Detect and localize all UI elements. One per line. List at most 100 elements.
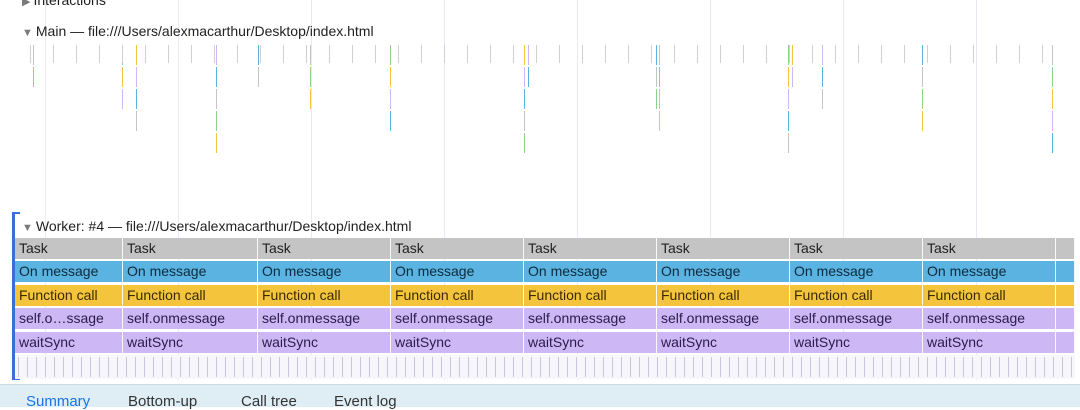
worker-event-wait-7[interactable]: waitSync xyxy=(923,332,1056,353)
main-event-mark xyxy=(656,45,657,65)
worker-event-self-0[interactable]: self.o…ssage xyxy=(15,308,123,329)
main-event-mark xyxy=(835,45,836,63)
main-event-mark xyxy=(30,45,31,63)
worker-event-self-3[interactable]: self.onmessage xyxy=(391,308,524,329)
main-event-mark xyxy=(973,45,974,63)
main-event-mark xyxy=(258,45,259,65)
small-event-mark xyxy=(207,357,208,377)
worker-event-fn-1[interactable]: Function call xyxy=(123,285,258,306)
small-event-mark xyxy=(585,357,586,377)
worker-event-msg-6[interactable]: On message xyxy=(790,261,923,282)
small-event-mark xyxy=(1053,357,1054,377)
main-event-mark xyxy=(659,111,660,131)
worker-event-wait-4[interactable]: waitSync xyxy=(524,332,657,353)
worker-event-msg-3[interactable]: On message xyxy=(391,261,524,282)
small-event-mark xyxy=(531,357,532,377)
worker-event-fn-5[interactable]: Function call xyxy=(657,285,790,306)
small-event-mark xyxy=(45,357,46,377)
main-event-mark xyxy=(33,67,34,87)
worker-event-msg-4[interactable]: On message xyxy=(524,261,657,282)
small-event-mark xyxy=(873,357,874,377)
main-event-mark xyxy=(743,45,744,63)
worker-event-fn-2[interactable]: Function call xyxy=(258,285,391,306)
worker-event-fn-3[interactable]: Function call xyxy=(391,285,524,306)
main-event-mark xyxy=(659,89,660,109)
worker-event-msg-1[interactable]: On message xyxy=(123,261,258,282)
main-event-mark xyxy=(927,45,928,63)
main-event-mark xyxy=(168,45,169,63)
worker-event-task-6[interactable]: Task xyxy=(790,238,923,259)
worker-event-fn-0[interactable]: Function call xyxy=(15,285,123,306)
worker-event-msg-0[interactable]: On message xyxy=(15,261,123,282)
main-event-mark xyxy=(136,111,137,131)
worker-track-bracket-top xyxy=(12,212,20,214)
worker-event-task-1[interactable]: Task xyxy=(123,238,258,259)
small-event-mark xyxy=(189,357,190,377)
worker-event-wait-3[interactable]: waitSync xyxy=(391,332,524,353)
small-event-mark xyxy=(729,357,730,377)
worker-event-msg-tail[interactable] xyxy=(1056,261,1075,282)
small-event-mark xyxy=(576,357,577,377)
small-event-mark xyxy=(522,357,523,377)
small-event-mark xyxy=(981,357,982,377)
main-event-mark xyxy=(659,67,660,87)
worker-event-task-3[interactable]: Task xyxy=(391,238,524,259)
worker-event-fn-6[interactable]: Function call xyxy=(790,285,923,306)
small-event-mark xyxy=(990,357,991,377)
worker-event-wait-2[interactable]: waitSync xyxy=(258,332,391,353)
worker-event-self-6[interactable]: self.onmessage xyxy=(790,308,923,329)
worker-event-task-2[interactable]: Task xyxy=(258,238,391,259)
small-event-mark xyxy=(216,357,217,377)
worker-event-msg-2[interactable]: On message xyxy=(258,261,391,282)
worker-event-wait-1[interactable]: waitSync xyxy=(123,332,258,353)
small-event-mark xyxy=(153,357,154,377)
worker-event-task-0[interactable]: Task xyxy=(15,238,123,259)
main-event-mark xyxy=(444,45,445,63)
worker-event-self-7[interactable]: self.onmessage xyxy=(923,308,1056,329)
worker-event-task-5[interactable]: Task xyxy=(657,238,790,259)
worker-event-wait-6[interactable]: waitSync xyxy=(790,332,923,353)
worker-event-msg-7[interactable]: On message xyxy=(923,261,1056,282)
worker-event-wait-tail[interactable] xyxy=(1056,332,1075,353)
worker-event-self-2[interactable]: self.onmessage xyxy=(258,308,391,329)
small-event-mark xyxy=(72,357,73,377)
worker-track-header[interactable]: ▼ Worker: #4 — file:///Users/alexmacarthu… xyxy=(22,218,411,234)
worker-event-task-tail[interactable] xyxy=(1056,238,1075,259)
tab-call-tree[interactable]: Call tree xyxy=(241,393,297,410)
worker-event-wait-0[interactable]: waitSync xyxy=(15,332,123,353)
worker-event-fn-4[interactable]: Function call xyxy=(524,285,657,306)
tab-bottom-up[interactable]: Bottom-up xyxy=(128,393,198,410)
worker-event-self-4[interactable]: self.onmessage xyxy=(524,308,657,329)
interactions-track-header[interactable]: ▶ Interactions xyxy=(22,0,106,8)
worker-event-wait-5[interactable]: waitSync xyxy=(657,332,790,353)
worker-event-fn-7[interactable]: Function call xyxy=(923,285,1056,306)
small-event-mark xyxy=(432,357,433,377)
main-event-mark xyxy=(766,45,767,63)
worker-event-self-5[interactable]: self.onmessage xyxy=(657,308,790,329)
small-event-mark xyxy=(117,357,118,377)
small-event-mark xyxy=(774,357,775,377)
small-event-mark xyxy=(288,357,289,377)
worker-event-fn-tail[interactable] xyxy=(1056,285,1075,306)
small-event-mark xyxy=(882,357,883,377)
small-event-mark xyxy=(765,357,766,377)
worker-event-task-4[interactable]: Task xyxy=(524,238,657,259)
main-event-mark xyxy=(216,133,217,153)
small-event-mark xyxy=(1071,357,1072,377)
worker-event-self-1[interactable]: self.onmessage xyxy=(123,308,258,329)
worker-event-msg-5[interactable]: On message xyxy=(657,261,790,282)
main-track-header[interactable]: ▼ Main — file:///Users/alexmacarthur/Desk… xyxy=(22,23,374,39)
small-event-mark xyxy=(972,357,973,377)
worker-event-self-tail[interactable] xyxy=(1056,308,1075,329)
small-event-mark xyxy=(828,357,829,377)
main-event-mark xyxy=(822,45,823,65)
worker-event-task-7[interactable]: Task xyxy=(923,238,1056,259)
tab-summary[interactable]: Summary xyxy=(26,393,91,410)
main-event-mark xyxy=(216,111,217,131)
main-event-mark xyxy=(53,45,54,63)
main-event-mark xyxy=(1052,89,1053,109)
tab-event-log[interactable]: Event log xyxy=(334,393,397,410)
small-event-mark xyxy=(135,357,136,377)
triangle-right-icon: ▶ xyxy=(22,0,31,8)
small-event-mark xyxy=(234,357,235,377)
